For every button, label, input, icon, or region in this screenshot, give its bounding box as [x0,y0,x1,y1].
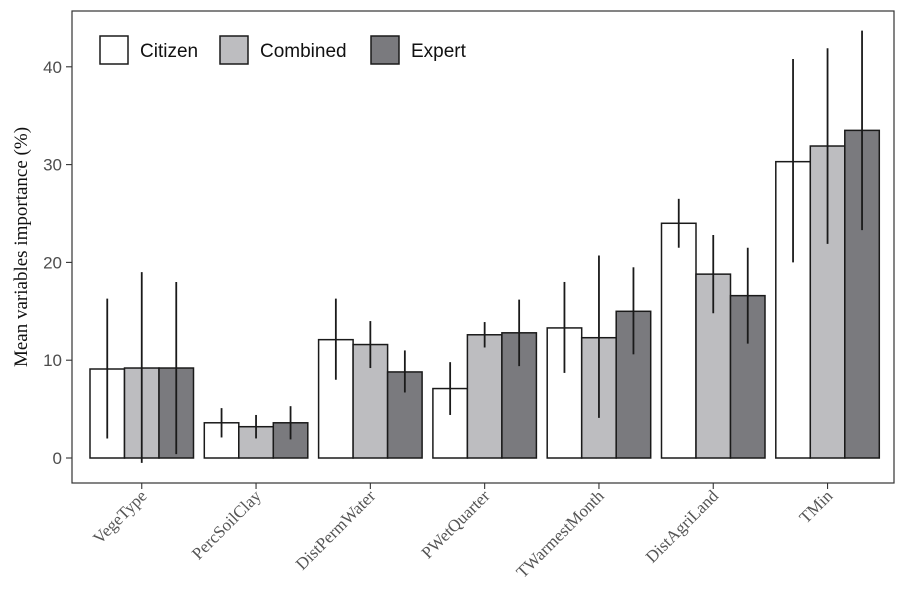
bar-citizen-distagriland [660,222,697,459]
y-tick-label: 0 [53,449,62,468]
x-tick-label-distpermwater: DistPermWater [292,486,379,573]
y-axis: 0 10 20 30 40 [43,58,72,468]
legend-swatch-citizen [99,35,129,65]
x-tick-label-twarmestmonth: TWarmestMonth [513,486,609,582]
legend-label-citizen: Citizen [140,41,198,62]
x-axis: VegeType PercSoilClay DistPermWater PWetQua… [89,483,837,582]
x-tick-label-tmin: TMin [796,486,837,527]
y-axis-title: Mean variables importance (%) [11,127,32,367]
y-tick-label: 20 [43,253,62,272]
x-tick-label-percsoilclay: PercSoilClay [188,486,265,563]
y-tick-label: 10 [43,351,62,370]
x-tick-label-vegetype: VegeType [89,486,150,547]
y-tick-label: 30 [43,156,62,175]
legend-label-expert: Expert [411,41,467,62]
legend-swatch-expert [370,35,400,65]
x-tick-label-distagriland: DistAgriLand [642,486,723,567]
plot-panel-border [71,10,895,484]
bar-expert-tmin [844,129,881,459]
y-tick-label: 40 [43,58,62,77]
legend-label-combined: Combined [260,41,347,62]
legend-swatch-combined [219,35,249,65]
legend: Citizen Combined Expert [99,35,467,65]
x-tick-label-pwetquarter: PWetQuarter [418,486,494,562]
bar-combined-pwetquarter [466,334,503,459]
bars [89,129,881,459]
error-bars [106,30,863,463]
